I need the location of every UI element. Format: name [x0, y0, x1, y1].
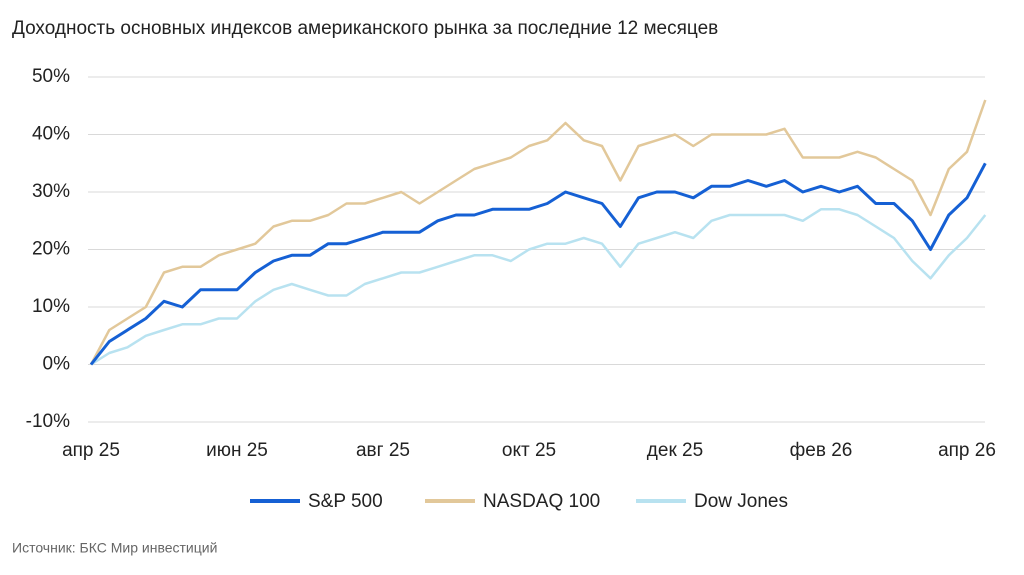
y-tick-label: 0% [43, 354, 71, 375]
data-line [89, 162, 987, 366]
y-tick-label: 50% [32, 66, 70, 87]
legend-label: NASDAQ 100 [483, 491, 600, 512]
x-tick-label: дек 25 [647, 440, 703, 461]
x-tick-label: авг 25 [356, 440, 410, 461]
legend-label: Dow Jones [694, 491, 788, 512]
y-tick-label: 20% [32, 239, 70, 260]
y-tick-label: 10% [32, 296, 70, 317]
data-line [90, 208, 987, 366]
x-tick-label: окт 25 [502, 440, 556, 461]
x-tick-label: апр 25 [62, 440, 120, 461]
y-tick-label: -10% [26, 411, 70, 432]
legend-label: S&P 500 [308, 491, 383, 512]
chart-title: Доходность основных индексов американско… [12, 18, 718, 39]
y-tick-label: 40% [32, 124, 70, 145]
y-tick-label: 30% [32, 181, 70, 202]
data-line [89, 99, 987, 366]
x-tick-label: июн 25 [206, 440, 268, 461]
source-note: Источник: БКС Мир инвестиций [12, 540, 217, 556]
x-tick-label: фев 26 [790, 440, 853, 461]
x-tick-label: апр 26 [938, 440, 996, 461]
